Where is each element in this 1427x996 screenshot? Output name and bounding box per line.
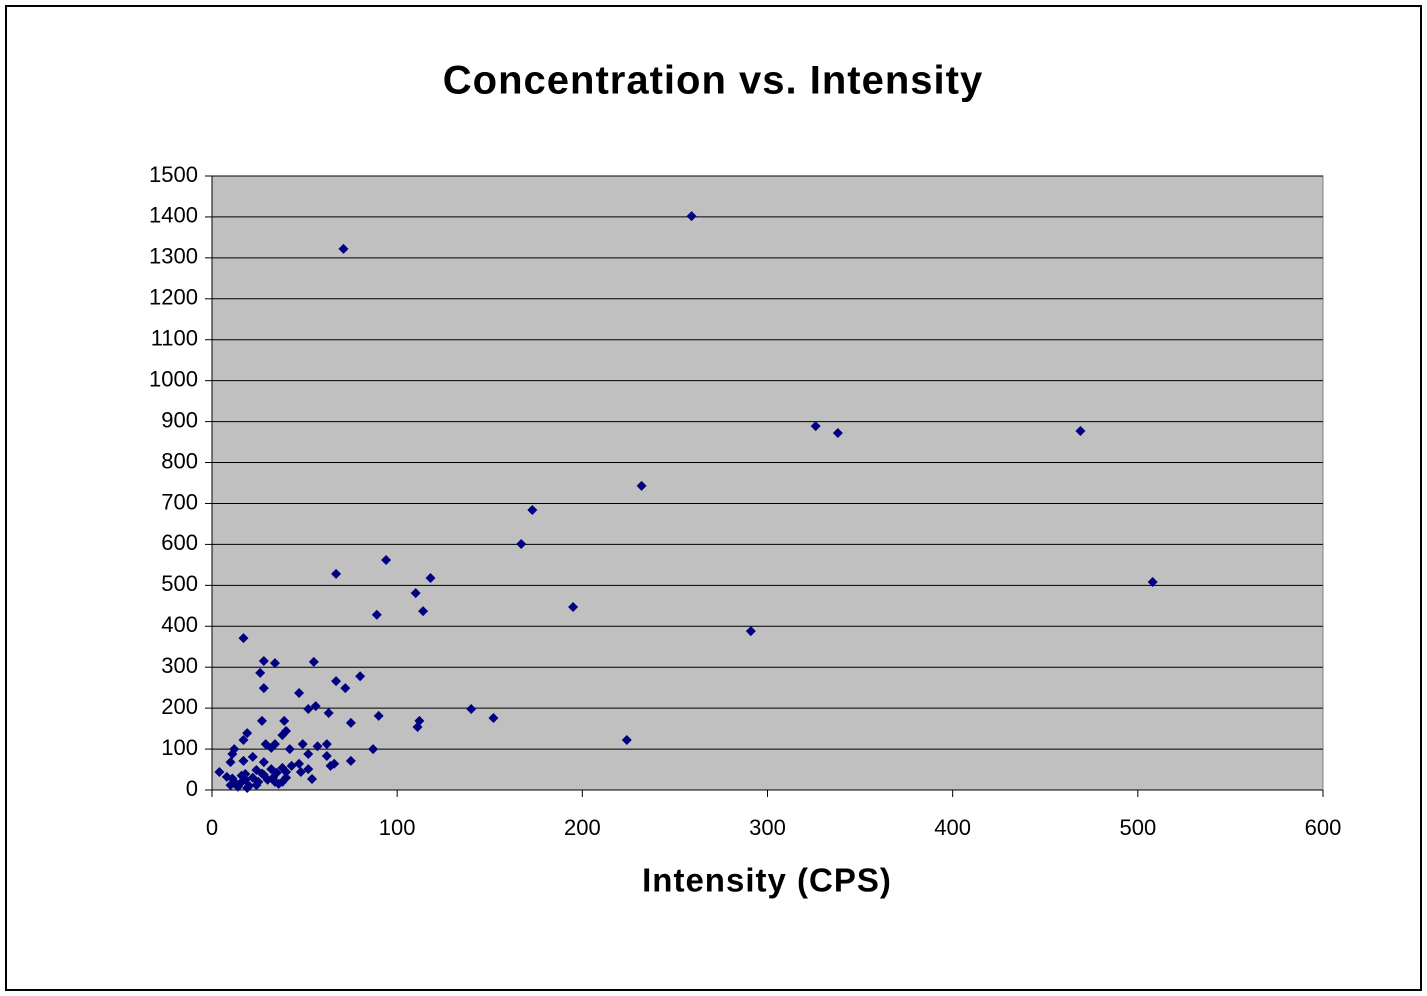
y-tick-label: 1500	[149, 162, 198, 187]
point	[308, 656, 319, 667]
point	[255, 667, 266, 678]
y-tick-label: 700	[161, 489, 198, 514]
point	[321, 739, 332, 750]
point	[279, 715, 290, 726]
point	[295, 766, 306, 777]
point	[371, 609, 382, 620]
point	[418, 606, 429, 617]
y-tick-label: 1400	[149, 203, 198, 228]
y-tick-label: 600	[161, 530, 198, 555]
point	[247, 751, 258, 762]
point	[368, 744, 379, 755]
chart-title: Concentration vs. Intensity	[443, 59, 983, 103]
y-tick-label: 900	[161, 407, 198, 432]
point	[466, 703, 477, 714]
y-tick-label: 500	[161, 571, 198, 596]
point	[297, 739, 308, 750]
point	[266, 742, 277, 753]
point	[238, 633, 249, 644]
point	[340, 683, 351, 694]
y-tick-label: 0	[186, 776, 198, 801]
x-axis-label: Intensity (CPS)	[642, 862, 892, 899]
point	[284, 744, 295, 755]
x-tick-label: 100	[379, 815, 416, 840]
point	[321, 751, 332, 762]
point	[312, 741, 323, 752]
x-tick-label: 300	[749, 815, 786, 840]
point	[269, 658, 280, 669]
point	[1075, 426, 1086, 437]
point	[323, 708, 334, 719]
point	[325, 760, 336, 771]
point	[345, 755, 356, 766]
point	[227, 748, 238, 759]
point	[258, 656, 269, 667]
point	[277, 730, 288, 741]
point	[227, 773, 238, 784]
point	[636, 480, 647, 491]
point	[516, 538, 527, 549]
point	[373, 710, 384, 721]
point	[281, 766, 292, 777]
point	[258, 683, 269, 694]
y-tick-label: 1300	[149, 244, 198, 269]
y-tick-label: 300	[161, 653, 198, 678]
point	[232, 781, 243, 792]
point	[225, 757, 236, 768]
point	[256, 715, 267, 726]
point	[286, 760, 297, 771]
x-tick-label: 500	[1119, 815, 1156, 840]
point	[251, 780, 262, 791]
point	[745, 626, 756, 637]
x-tick-label: 400	[934, 815, 971, 840]
point	[238, 755, 249, 766]
plot-area	[211, 175, 1324, 791]
point	[310, 701, 321, 712]
point	[345, 717, 356, 728]
point	[488, 712, 499, 723]
point	[303, 764, 314, 775]
y-tick-label: 800	[161, 448, 198, 473]
point	[355, 671, 366, 682]
point	[381, 554, 392, 565]
y-tick-label: 400	[161, 612, 198, 637]
point	[810, 421, 821, 432]
y-tick-label: 1100	[151, 326, 198, 351]
point	[269, 776, 280, 787]
point	[686, 211, 697, 222]
point	[242, 782, 253, 793]
point	[238, 735, 249, 746]
x-tick-label: 0	[206, 815, 218, 840]
point	[256, 768, 267, 779]
y-tick-label: 1000	[149, 366, 198, 391]
point	[258, 757, 269, 768]
point	[236, 770, 247, 781]
point	[832, 428, 843, 439]
point	[331, 676, 342, 687]
point	[331, 568, 342, 579]
y-tick-label: 1200	[149, 285, 198, 310]
point	[214, 766, 225, 777]
point	[281, 772, 292, 783]
point	[338, 243, 349, 254]
point	[412, 721, 423, 732]
point	[303, 748, 314, 759]
y-tick-label: 200	[161, 694, 198, 719]
point	[1147, 577, 1158, 588]
point	[303, 703, 314, 714]
point	[425, 572, 436, 583]
y-tick-label: 100	[161, 735, 198, 760]
point	[294, 687, 305, 698]
point	[527, 505, 538, 516]
x-tick-label: 600	[1305, 815, 1342, 840]
point	[621, 735, 632, 746]
point	[294, 758, 305, 769]
point	[568, 602, 579, 613]
point	[242, 728, 253, 739]
point	[410, 588, 421, 599]
point	[306, 773, 317, 784]
x-tick-label: 200	[564, 815, 601, 840]
